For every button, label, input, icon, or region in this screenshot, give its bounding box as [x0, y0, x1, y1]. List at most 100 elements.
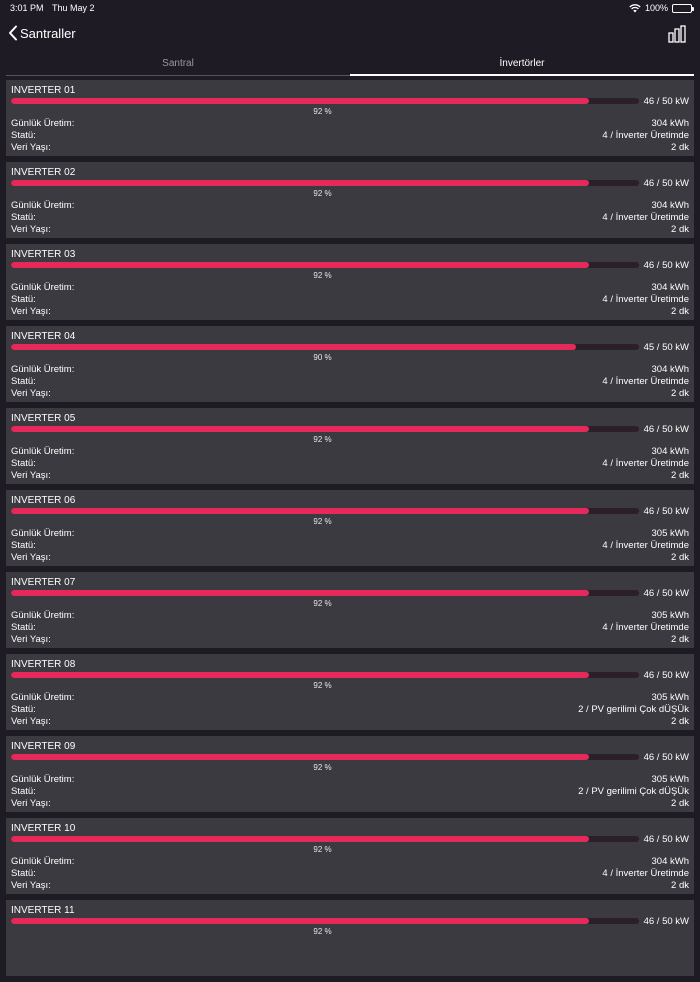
- inverter-card[interactable]: INVERTER 03 46 / 50 kW 92 % Günlük Üreti…: [6, 244, 694, 320]
- inverter-card[interactable]: INVERTER 04 45 / 50 kW 90 % Günlük Üreti…: [6, 326, 694, 402]
- status-bar: 3:01 PM Thu May 2 100%: [0, 0, 700, 18]
- back-button[interactable]: Santraller: [8, 25, 76, 41]
- age-row: Veri Yaşı: 2 dk: [11, 716, 689, 727]
- daily-value: 305 kWh: [651, 610, 690, 621]
- navigation-bar: Santraller: [0, 18, 700, 54]
- inverter-power: 46 / 50 kW: [643, 260, 689, 271]
- power-progress-bar: [11, 590, 639, 596]
- age-label: Veri Yaşı:: [11, 634, 51, 645]
- inverter-card[interactable]: INVERTER 11 46 / 50 kW 92 %: [6, 900, 694, 976]
- status-value: 2 / PV gerilimi Çok dÜŞÜk: [578, 786, 689, 797]
- status-row: Statü: 4 / İnverter Üretimde: [11, 622, 689, 633]
- daily-value: 305 kWh: [651, 692, 690, 703]
- age-label: Veri Yaşı:: [11, 306, 51, 317]
- inverter-percent: 92 %: [313, 271, 332, 280]
- age-row: Veri Yaşı: 2 dk: [11, 634, 689, 645]
- age-label: Veri Yaşı:: [11, 470, 51, 481]
- daily-label: Günlük Üretim:: [11, 118, 75, 129]
- power-progress-bar: [11, 508, 639, 514]
- inverter-card[interactable]: INVERTER 09 46 / 50 kW 92 % Günlük Üreti…: [6, 736, 694, 812]
- bar-chart-icon[interactable]: [668, 25, 686, 43]
- inverter-card[interactable]: INVERTER 02 46 / 50 kW 92 % Günlük Üreti…: [6, 162, 694, 238]
- inverter-card[interactable]: INVERTER 01 46 / 50 kW 92 % Günlük Üreti…: [6, 80, 694, 156]
- age-row: Veri Yaşı: 2 dk: [11, 470, 689, 481]
- age-row: Veri Yaşı: 2 dk: [11, 552, 689, 563]
- inverter-card[interactable]: INVERTER 08 46 / 50 kW 92 % Günlük Üreti…: [6, 654, 694, 730]
- status-value: 4 / İnverter Üretimde: [602, 376, 689, 387]
- age-label: Veri Yaşı:: [11, 224, 51, 235]
- age-value: 2 dk: [671, 552, 689, 563]
- daily-value: 304 kWh: [651, 118, 690, 129]
- status-value: 4 / İnverter Üretimde: [602, 622, 689, 633]
- age-value: 2 dk: [671, 880, 689, 891]
- power-progress-bar: [11, 754, 639, 760]
- inverter-power: 46 / 50 kW: [643, 96, 689, 107]
- status-value: 4 / İnverter Üretimde: [602, 294, 689, 305]
- power-progress-bar: [11, 180, 639, 186]
- inverter-percent: 92 %: [313, 763, 332, 772]
- status-label: Statü:: [11, 130, 36, 141]
- age-value: 2 dk: [671, 798, 689, 809]
- inverter-card[interactable]: INVERTER 10 46 / 50 kW 92 % Günlük Üreti…: [6, 818, 694, 894]
- power-progress-bar: [11, 426, 639, 432]
- status-value: 4 / İnverter Üretimde: [602, 868, 689, 879]
- status-row: Statü: 4 / İnverter Üretimde: [11, 376, 689, 387]
- age-label: Veri Yaşı:: [11, 880, 51, 891]
- daily-row: Günlük Üretim: 305 kWh: [11, 692, 689, 703]
- status-row: Statü: 2 / PV gerilimi Çok dÜŞÜk: [11, 786, 689, 797]
- inverter-name: INVERTER 02: [11, 167, 76, 178]
- status-row: Statü: 4 / İnverter Üretimde: [11, 868, 689, 879]
- inverter-percent: 92 %: [313, 517, 332, 526]
- power-progress-bar: [11, 98, 639, 104]
- daily-row: Günlük Üretim: 305 kWh: [11, 528, 689, 539]
- inverter-card[interactable]: INVERTER 06 46 / 50 kW 92 % Günlük Üreti…: [6, 490, 694, 566]
- daily-label: Günlük Üretim:: [11, 610, 75, 621]
- status-label: Statü:: [11, 458, 36, 469]
- inverter-name: INVERTER 01: [11, 85, 76, 96]
- tab-santral[interactable]: Santral: [6, 54, 350, 76]
- power-progress-bar: [11, 262, 639, 268]
- inverter-name: INVERTER 08: [11, 659, 76, 670]
- inverter-name: INVERTER 07: [11, 577, 76, 588]
- inverter-power: 46 / 50 kW: [643, 588, 689, 599]
- inverter-percent: 92 %: [313, 435, 332, 444]
- daily-value: 305 kWh: [651, 774, 690, 785]
- daily-label: Günlük Üretim:: [11, 692, 75, 703]
- daily-label: Günlük Üretim:: [11, 364, 75, 375]
- age-value: 2 dk: [671, 634, 689, 645]
- age-row: Veri Yaşı: 2 dk: [11, 224, 689, 235]
- inverter-percent: 92 %: [313, 845, 332, 854]
- power-progress-bar: [11, 836, 639, 842]
- inverter-name: INVERTER 06: [11, 495, 76, 506]
- tab-invertorler[interactable]: İnvertörler: [350, 54, 694, 76]
- daily-row: Günlük Üretim: 304 kWh: [11, 364, 689, 375]
- segment-tabs: Santral İnvertörler: [6, 54, 694, 76]
- wifi-icon: [629, 3, 641, 12]
- status-value: 4 / İnverter Üretimde: [602, 130, 689, 141]
- age-label: Veri Yaşı:: [11, 552, 51, 563]
- status-value: 4 / İnverter Üretimde: [602, 540, 689, 551]
- status-label: Statü:: [11, 868, 36, 879]
- inverter-card[interactable]: INVERTER 07 46 / 50 kW 92 % Günlük Üreti…: [6, 572, 694, 648]
- inverter-card[interactable]: INVERTER 05 46 / 50 kW 92 % Günlük Üreti…: [6, 408, 694, 484]
- status-label: Statü:: [11, 704, 36, 715]
- inverter-name: INVERTER 03: [11, 249, 76, 260]
- status-label: Statü:: [11, 376, 36, 387]
- daily-label: Günlük Üretim:: [11, 282, 75, 293]
- inverter-power: 46 / 50 kW: [643, 916, 689, 927]
- daily-label: Günlük Üretim:: [11, 856, 75, 867]
- age-value: 2 dk: [671, 388, 689, 399]
- inverter-power: 46 / 50 kW: [643, 834, 689, 845]
- status-value: 2 / PV gerilimi Çok dÜŞÜk: [578, 704, 689, 715]
- daily-value: 304 kWh: [651, 282, 690, 293]
- power-progress-bar: [11, 344, 639, 350]
- inverter-list: INVERTER 01 46 / 50 kW 92 % Günlük Üreti…: [6, 80, 694, 982]
- inverter-power: 46 / 50 kW: [643, 670, 689, 681]
- daily-row: Günlük Üretim: 304 kWh: [11, 200, 689, 211]
- age-row: Veri Yaşı: 2 dk: [11, 880, 689, 891]
- daily-label: Günlük Üretim:: [11, 774, 75, 785]
- daily-row: Günlük Üretim: 304 kWh: [11, 118, 689, 129]
- daily-value: 304 kWh: [651, 364, 690, 375]
- status-label: Statü:: [11, 212, 36, 223]
- status-value: 4 / İnverter Üretimde: [602, 458, 689, 469]
